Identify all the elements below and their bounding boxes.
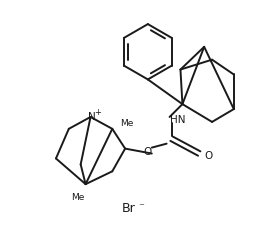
Text: N: N (88, 112, 95, 122)
Text: Me: Me (71, 192, 84, 201)
Text: HN: HN (170, 114, 185, 125)
Text: Me: Me (120, 119, 134, 128)
Text: Br: Br (121, 201, 135, 214)
Text: ⁻: ⁻ (138, 201, 144, 211)
Text: O: O (204, 150, 212, 160)
Text: +: + (94, 107, 101, 116)
Text: O: O (144, 146, 152, 156)
